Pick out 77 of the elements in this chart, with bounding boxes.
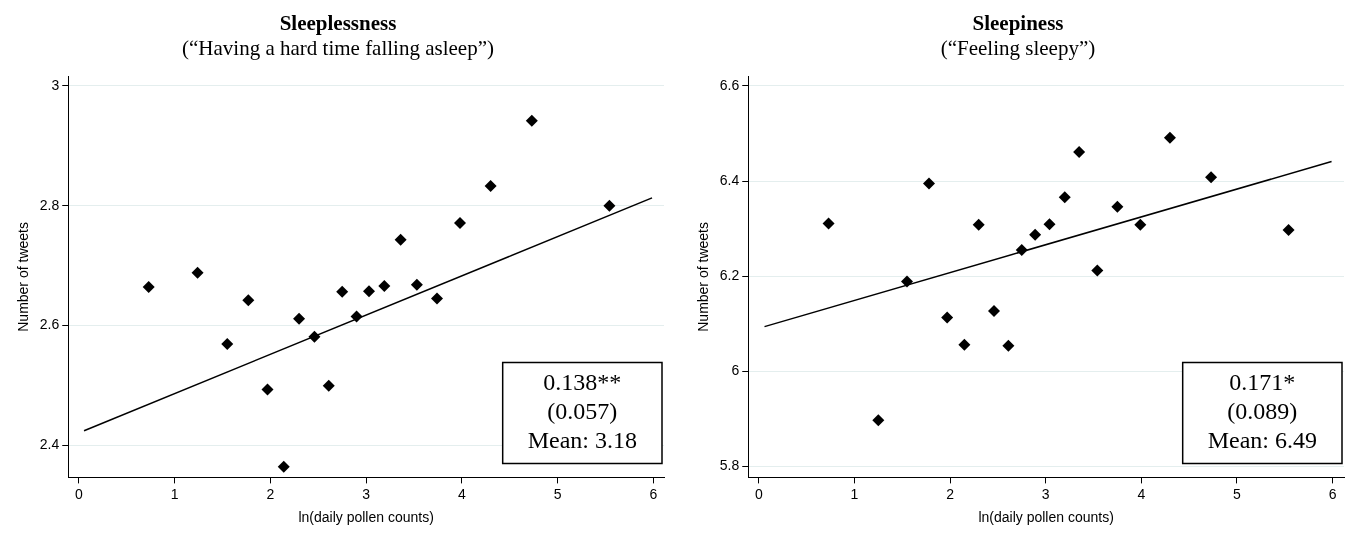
point — [410, 278, 423, 291]
point — [378, 279, 391, 292]
point — [336, 285, 349, 298]
annotation: 0.138** — [543, 369, 622, 396]
point — [277, 460, 290, 473]
x-tick-label: 6 — [1328, 485, 1337, 502]
y-tick-label: 5.8 — [719, 457, 740, 474]
point — [293, 312, 306, 325]
x-tick-label: 2 — [266, 485, 275, 502]
point — [972, 218, 985, 231]
point — [261, 383, 274, 396]
x-tick-label: 2 — [946, 485, 955, 502]
point — [431, 292, 444, 305]
x-tick-label: 4 — [458, 485, 467, 502]
x-tick-label: 0 — [754, 485, 763, 502]
point — [322, 379, 335, 392]
x-tick-label: 3 — [362, 485, 371, 502]
annotation: Mean: 6.49 — [1207, 427, 1317, 454]
y-axis-title: Number of tweets — [695, 222, 712, 332]
x-tick-label: 4 — [1137, 485, 1146, 502]
x-tick-label: 5 — [1233, 485, 1241, 502]
annotation: (0.089) — [1227, 398, 1298, 425]
annotation: Mean: 3.18 — [527, 427, 637, 454]
chart-subtitle: (“Having a hard time falling asleep”) — [182, 36, 494, 61]
chart-subtitle: (“Feeling sleepy”) — [940, 36, 1096, 61]
point — [901, 275, 913, 288]
y-axis-title: Number of tweets — [15, 222, 32, 332]
point — [191, 266, 204, 279]
point — [1073, 146, 1086, 159]
point — [1058, 191, 1071, 204]
point — [221, 337, 234, 350]
point — [988, 304, 1001, 317]
point — [1043, 218, 1056, 231]
x-tick-label: 6 — [649, 485, 658, 502]
chart-title: Sleepiness — [972, 11, 1064, 36]
y-tick-label: 6.2 — [719, 267, 740, 284]
point — [242, 294, 255, 307]
point — [822, 217, 835, 230]
x-tick-label: 3 — [1041, 485, 1050, 502]
y-tick-label: 2.6 — [39, 316, 60, 333]
point — [1111, 200, 1124, 213]
point — [142, 281, 155, 294]
annotation: (0.057) — [547, 398, 618, 425]
point — [1282, 224, 1295, 237]
y-tick-label: 6.6 — [719, 76, 740, 93]
point — [1002, 339, 1015, 352]
point — [941, 311, 954, 324]
x-tick-label: 1 — [850, 485, 859, 502]
point — [363, 285, 375, 298]
x-tick-label: 0 — [74, 485, 83, 502]
x-tick-label: 1 — [170, 485, 179, 502]
x-axis-title: ln(daily pollen counts) — [298, 509, 434, 526]
point — [308, 330, 321, 343]
annotation: 0.171* — [1229, 369, 1296, 396]
point — [1134, 218, 1147, 231]
y-tick-label: 2.8 — [39, 196, 60, 213]
y-tick-label: 6.4 — [719, 171, 740, 188]
point — [525, 114, 538, 127]
point — [1163, 131, 1176, 144]
point — [394, 233, 407, 246]
point — [958, 338, 971, 351]
point — [1205, 171, 1218, 184]
y-tick-label: 6 — [731, 362, 740, 379]
point — [1091, 264, 1104, 277]
y-tick-label: 2.4 — [39, 435, 60, 452]
point — [350, 310, 363, 323]
point — [603, 199, 616, 212]
point — [872, 414, 885, 427]
point — [1029, 228, 1042, 241]
point — [922, 177, 935, 190]
point — [1015, 244, 1028, 257]
y-tick-label: 3 — [51, 76, 60, 93]
x-tick-label: 5 — [553, 485, 562, 502]
point — [453, 217, 466, 230]
point — [484, 179, 497, 192]
chart-title: Sleeplessness — [279, 11, 397, 36]
x-axis-title: ln(daily pollen counts) — [978, 509, 1114, 526]
